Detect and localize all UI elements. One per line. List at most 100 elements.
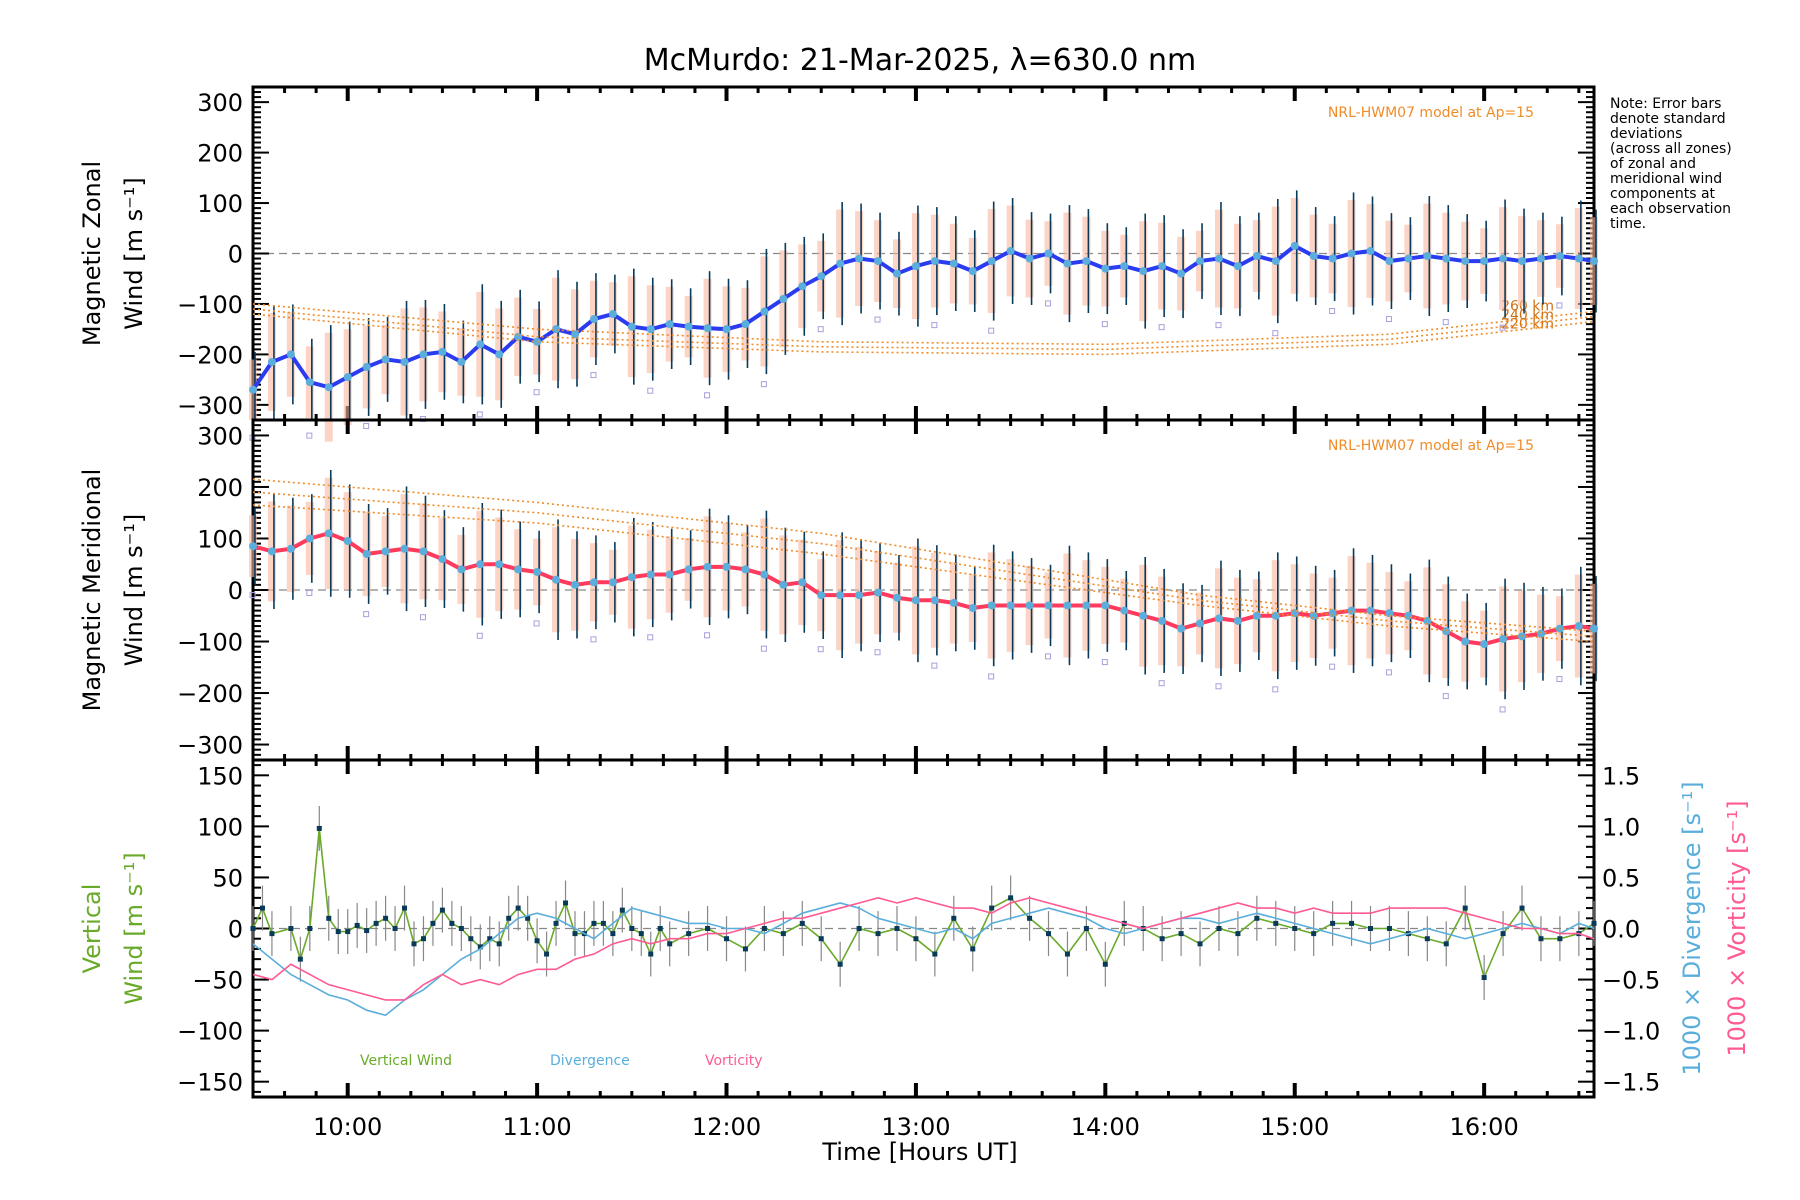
- data-point: [1386, 926, 1392, 931]
- data-point: [608, 310, 617, 319]
- data-point: [381, 547, 390, 556]
- panel-zonal: 300 200 100 0 −100 −200 −300 Magnetic Zonal Wind…: [78, 85, 1598, 442]
- data-point: [250, 926, 256, 931]
- data-point: [627, 322, 636, 331]
- data-point: [818, 936, 824, 942]
- note-line: Note: Error bars: [1610, 96, 1721, 112]
- data-point: [1027, 915, 1033, 921]
- data-point: [572, 931, 578, 937]
- data-point: [1252, 611, 1261, 620]
- y-tick-label: −300: [177, 392, 243, 420]
- zone-marker: [1158, 324, 1165, 331]
- data-point: [249, 542, 257, 551]
- data-point: [760, 570, 769, 579]
- zone-marker: [988, 327, 995, 334]
- series-line-hwm07-260-km: [252, 303, 1595, 346]
- data-point: [1330, 920, 1336, 926]
- data-point: [1404, 254, 1413, 263]
- y-tick-label: −50: [192, 967, 243, 995]
- data-point: [1366, 246, 1375, 255]
- data-point: [968, 604, 977, 613]
- y-tick-label: −300: [177, 732, 243, 760]
- data-point: [1139, 611, 1148, 620]
- data-point: [1273, 920, 1279, 926]
- data-point: [544, 951, 550, 957]
- data-point: [1159, 936, 1165, 942]
- data-point: [267, 547, 276, 556]
- data-point: [1216, 926, 1222, 931]
- y2-tick-label: −1.0: [1602, 1018, 1660, 1046]
- zone-marker: [476, 632, 483, 639]
- data-point: [1538, 936, 1544, 942]
- data-point: [269, 931, 275, 937]
- data-point: [892, 269, 901, 278]
- data-point: [1197, 941, 1203, 947]
- zone-marker: [874, 649, 881, 656]
- data-point: [1214, 614, 1223, 623]
- data-point: [354, 922, 360, 928]
- data-point: [1120, 606, 1129, 615]
- data-point: [949, 598, 958, 607]
- data-point: [324, 383, 333, 392]
- y2-tick-label: 1.5: [1602, 762, 1640, 790]
- data-point: [1481, 975, 1487, 981]
- data-point: [799, 920, 805, 926]
- zone-marker: [590, 372, 597, 379]
- data-point: [362, 549, 371, 558]
- data-point: [476, 560, 485, 569]
- data-point: [1006, 246, 1015, 255]
- y-tick-label: −100: [177, 629, 243, 657]
- data-point: [343, 373, 352, 382]
- data-point: [457, 357, 466, 366]
- data-point: [1254, 915, 1260, 921]
- data-point: [1252, 252, 1261, 261]
- data-point: [913, 936, 919, 942]
- data-point: [892, 593, 901, 602]
- data-point: [627, 573, 636, 582]
- data-point: [1044, 249, 1053, 258]
- data-point: [836, 591, 845, 600]
- data-point: [855, 591, 864, 600]
- data-point: [1101, 601, 1110, 610]
- data-point: [297, 956, 303, 962]
- data-point: [1591, 920, 1597, 926]
- zone-marker: [1329, 307, 1336, 314]
- data-point: [589, 578, 598, 587]
- data-point: [552, 575, 561, 584]
- data-point: [400, 357, 409, 366]
- data-point: [761, 926, 767, 931]
- data-point: [439, 907, 445, 913]
- data-point: [1178, 931, 1184, 937]
- data-point: [458, 926, 464, 931]
- data-point: [686, 931, 692, 937]
- data-point: [1328, 254, 1337, 263]
- data-point: [1271, 257, 1280, 266]
- x-tick-label: 14:00: [1071, 1113, 1140, 1141]
- data-point: [288, 926, 294, 931]
- data-point: [1292, 926, 1298, 931]
- data-point: [324, 529, 333, 538]
- y-axis-label-units: Wind [m s⁻¹]: [120, 852, 148, 1004]
- data-point: [894, 926, 900, 931]
- y2-tick-label: −1.5: [1602, 1069, 1660, 1097]
- data-point: [1499, 254, 1508, 263]
- data-point: [373, 920, 379, 926]
- data-point: [987, 601, 996, 610]
- zone-marker: [249, 592, 256, 599]
- data-point: [1101, 264, 1110, 273]
- zone-marker: [533, 389, 540, 396]
- data-point: [1044, 601, 1053, 610]
- note-line: (across all zones): [1610, 141, 1732, 157]
- y-tick-label: 150: [197, 762, 243, 790]
- data-point: [553, 920, 559, 926]
- zone-marker: [1556, 676, 1563, 683]
- data-point: [1102, 961, 1108, 967]
- zone-marker: [1101, 659, 1108, 666]
- zone-marker: [1499, 324, 1506, 331]
- data-point: [1082, 257, 1091, 266]
- data-point: [1349, 920, 1355, 926]
- data-point: [1404, 611, 1413, 620]
- zone-marker: [1045, 300, 1052, 307]
- y-tick-label: 300: [197, 422, 243, 450]
